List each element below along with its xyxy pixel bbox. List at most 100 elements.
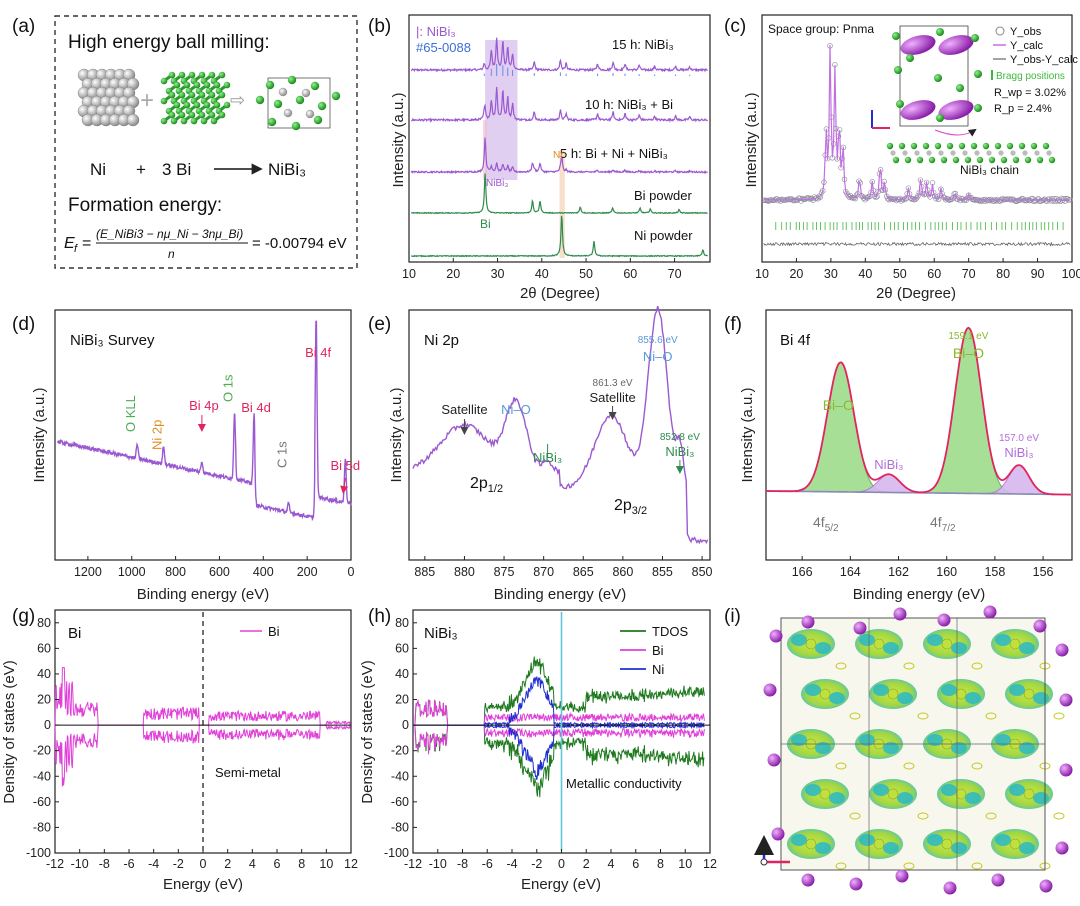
formula-sub: f <box>74 243 78 255</box>
panel-label-i: (i) <box>724 606 741 627</box>
density-core <box>951 742 967 754</box>
fit-envelope <box>766 326 1071 496</box>
bi-atom <box>763 683 777 697</box>
panel-label-h: (h) <box>368 606 391 627</box>
stat-rwp: R_wp = 3.02% <box>994 87 1066 99</box>
ni-shaded-region <box>559 150 565 258</box>
semi-metal-label: Semi-metal <box>215 765 281 780</box>
density-ring <box>985 712 997 720</box>
peak-label: Bi 4d <box>241 400 271 415</box>
chain-bi-atom <box>952 156 960 164</box>
x-tick-label: 2 <box>583 857 590 871</box>
chain-ni-atom <box>926 150 932 156</box>
bi-atom <box>331 91 341 101</box>
nibi3-polyhedron <box>938 100 974 120</box>
x-tick-label: 30 <box>824 267 838 281</box>
bi-atom <box>801 615 815 629</box>
density-ring <box>971 662 983 670</box>
chain-bi-atom <box>1018 142 1026 150</box>
y-tick-label: 80 <box>395 616 409 630</box>
x-tick-label: 90 <box>1031 267 1045 281</box>
ylabel-d: Intensity (a.u.) <box>31 387 48 482</box>
y-tick-label: -40 <box>33 769 51 783</box>
bi-atom <box>849 877 863 891</box>
eq-bi: 3 Bi <box>162 160 191 179</box>
density-core <box>951 842 967 854</box>
peak-label: Bi 5d <box>330 458 360 473</box>
chain-bi-atom <box>1042 142 1050 150</box>
bi-atom <box>896 100 904 108</box>
ylabel-c: Intensity (a.u.) <box>743 92 760 187</box>
bi-atom <box>853 621 867 635</box>
x-tick-label: 50 <box>893 267 907 281</box>
chain-bi-atom <box>910 142 918 150</box>
x-tick-label: 8 <box>657 857 664 871</box>
formula-den: n <box>168 247 175 261</box>
bi-pdos-down <box>413 724 705 755</box>
x-tick-label: 160 <box>936 565 957 579</box>
title-e: Ni 2p <box>424 332 459 349</box>
value-label: 157.0 eV <box>999 433 1039 444</box>
arrow-icon: ⇨ <box>230 90 245 110</box>
eq-plus: + <box>136 160 146 179</box>
orbital-2p32: 2p3/2 <box>614 497 647 517</box>
annot-energy: 855.6 eV <box>638 335 678 346</box>
bi-atom <box>193 81 201 89</box>
xrd-curve-10h <box>411 86 709 123</box>
density-core <box>873 784 889 796</box>
yobs-point <box>961 197 967 204</box>
xlabel-g: Energy (eV) <box>163 876 243 893</box>
density-core <box>883 642 899 654</box>
inset-cell <box>899 25 969 127</box>
yobs-point <box>963 197 969 203</box>
x-tick-label: -2 <box>173 857 184 871</box>
chain-ni-atom <box>1010 150 1016 156</box>
legend-g-bi: Bi <box>268 624 280 639</box>
density-center <box>819 688 831 700</box>
chain-bi-atom <box>982 142 990 150</box>
x-tick-label: 12 <box>703 857 717 871</box>
bi-atom <box>255 95 265 105</box>
panel-a: (a) High energy ball milling: + ⇨ Ni + 3… <box>12 15 358 269</box>
series-label-10h: 10 h: NiBi₃ + Bi <box>585 97 673 112</box>
bi-atom <box>287 75 297 85</box>
ni2p-spectrum <box>412 306 709 545</box>
title-h: NiBi₃ <box>424 625 458 642</box>
legend-c-bragg: Bragg positions <box>996 71 1065 82</box>
bi-atoms-periphery <box>763 605 1073 895</box>
bi-atom <box>190 117 198 125</box>
density-core <box>1009 784 1025 796</box>
space-group: Space group: Pnma <box>768 22 874 36</box>
yobs-point <box>1064 196 1071 202</box>
bi-atom <box>892 32 900 40</box>
density-ring <box>971 762 983 770</box>
bi-atom <box>1055 841 1069 855</box>
legend-c-obs: Y_obs <box>1010 26 1042 38</box>
yobs-point <box>1014 198 1020 204</box>
density-core <box>995 734 1011 746</box>
bi-atom <box>971 34 979 42</box>
chain-bi-atom <box>964 156 972 164</box>
bi-atom <box>310 81 320 91</box>
legend-c-obs-marker <box>995 26 1005 36</box>
chain-bi-atom <box>1030 142 1038 150</box>
legend-h-ni: Ni <box>652 662 664 677</box>
nibi3-polyhedron <box>938 35 974 55</box>
y-tick-label: -100 <box>26 846 51 860</box>
density-ring <box>835 862 847 870</box>
y-tick-label: 0 <box>44 718 51 732</box>
chain-bi-atom <box>892 156 900 164</box>
eq-ni: Ni <box>90 160 106 179</box>
x-tick-label: 10 <box>755 267 769 281</box>
bi-atom <box>208 71 216 79</box>
x-tick-label: 200 <box>297 565 318 579</box>
series-label-bi: Bi powder <box>634 188 692 203</box>
bi-atom <box>178 91 186 99</box>
x-tick-label: -8 <box>457 857 468 871</box>
panel-c: (c) Space group: Pnma Y_obs Y_calc Y_obs… <box>724 14 1080 302</box>
bi-atom <box>193 101 201 109</box>
x-tick-label: 800 <box>165 565 186 579</box>
yobs-point <box>1061 195 1067 202</box>
peak-label: Bi 4p <box>189 398 219 413</box>
bi-atom <box>313 115 323 125</box>
